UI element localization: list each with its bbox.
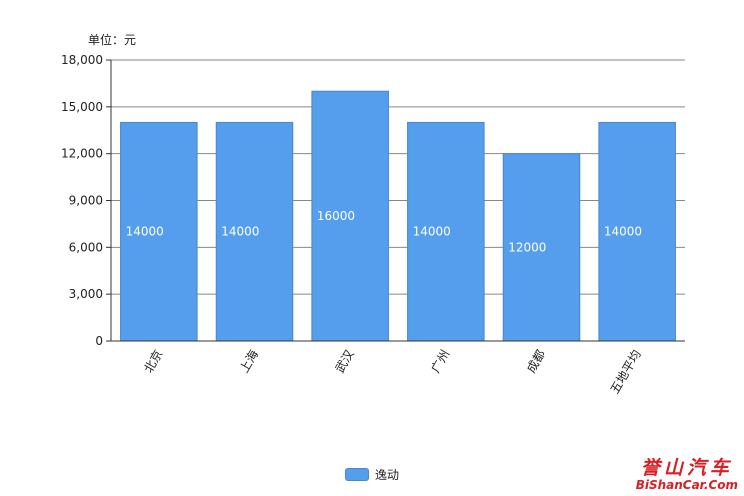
y-tick-label: 9,000 [69,194,103,208]
y-tick-label: 18,000 [61,53,103,67]
bar [502,153,581,342]
y-tick-label: 12,000 [61,147,103,161]
legend-swatch [345,468,369,481]
watermark-english: BiShanCar.Com [635,478,738,493]
data-label: 14000 [604,225,642,239]
data-label: 14000 [126,225,164,239]
data-label: 14000 [221,225,259,239]
legend-label: 逸动 [375,468,400,482]
bar [311,90,389,342]
x-tick-label: 上海 [236,347,261,375]
y-tick-label: 6,000 [69,240,103,254]
y-tick-label: 3,000 [69,287,103,301]
watermark-chinese: 誉山汽车 [640,457,733,480]
data-label: 16000 [317,209,355,223]
data-label: 14000 [413,225,451,239]
data-label: 12000 [508,240,546,254]
y-tick-label: 0 [95,334,103,348]
x-tick-label: 五地平均 [608,348,644,397]
watermark-logo: 誉山汽车 BiShanCar.Com [636,459,738,492]
unit-label: 单位：元 [88,33,137,47]
x-tick-label: 广州 [428,348,452,376]
legend: 逸动 [345,466,399,483]
y-tick-label: 15,000 [61,100,103,114]
x-tick-label: 武汉 [333,348,357,376]
x-tick-label: 北京 [141,348,165,376]
bar [215,121,294,342]
bar [120,121,198,342]
x-tick-label: 成都 [524,348,548,376]
